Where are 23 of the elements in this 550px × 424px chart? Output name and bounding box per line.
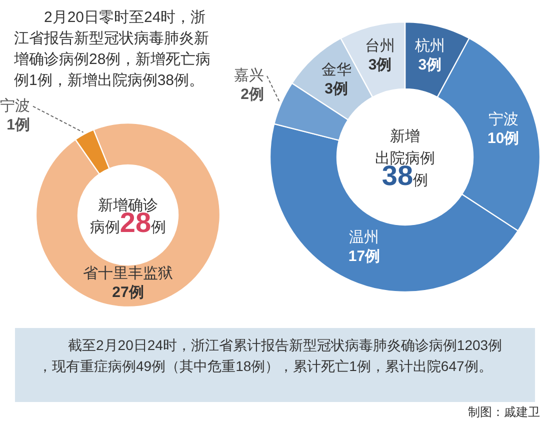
- data-label: 3例: [324, 80, 348, 98]
- data-label: 17例: [348, 248, 380, 265]
- slice-label: 金华: [321, 61, 352, 78]
- data-label: 1例: [6, 116, 30, 134]
- text: 截至2月20日24时，浙江省累计报告新型冠状病毒肺炎确诊病例1203例，现有重症病例49例（其中危重18例），累计死亡1例，累计出院647例。: [38, 337, 502, 374]
- data-label: 3例: [368, 56, 392, 74]
- donut-slice: [36, 122, 221, 308]
- text: 制图：戚建卫: [468, 405, 540, 419]
- slice-label: 杭州: [414, 38, 445, 55]
- data-label: 10例: [488, 130, 520, 148]
- slice-label: 台州: [365, 38, 396, 55]
- data-label: 2例: [240, 86, 264, 103]
- data-label: 27例: [112, 284, 144, 301]
- slice-label: 嘉兴: [234, 66, 264, 84]
- slice-label: 省十里丰监狱: [83, 265, 173, 282]
- text: 新增确诊病例28例: [90, 197, 166, 238]
- data-label: 3例: [418, 56, 442, 74]
- slice-label: 温州: [349, 228, 380, 246]
- slice-label: 宁波: [0, 97, 30, 114]
- text: 新增出院病例38例: [375, 128, 435, 191]
- donut-slice: [74, 129, 110, 175]
- slice-label: 宁波: [488, 111, 518, 128]
- text: 2月20日零时至24时，浙江省报告新型冠状病毒肺炎新增确诊病例28例，新增死亡病例1例，新增出院病例38例。: [13, 9, 211, 89]
